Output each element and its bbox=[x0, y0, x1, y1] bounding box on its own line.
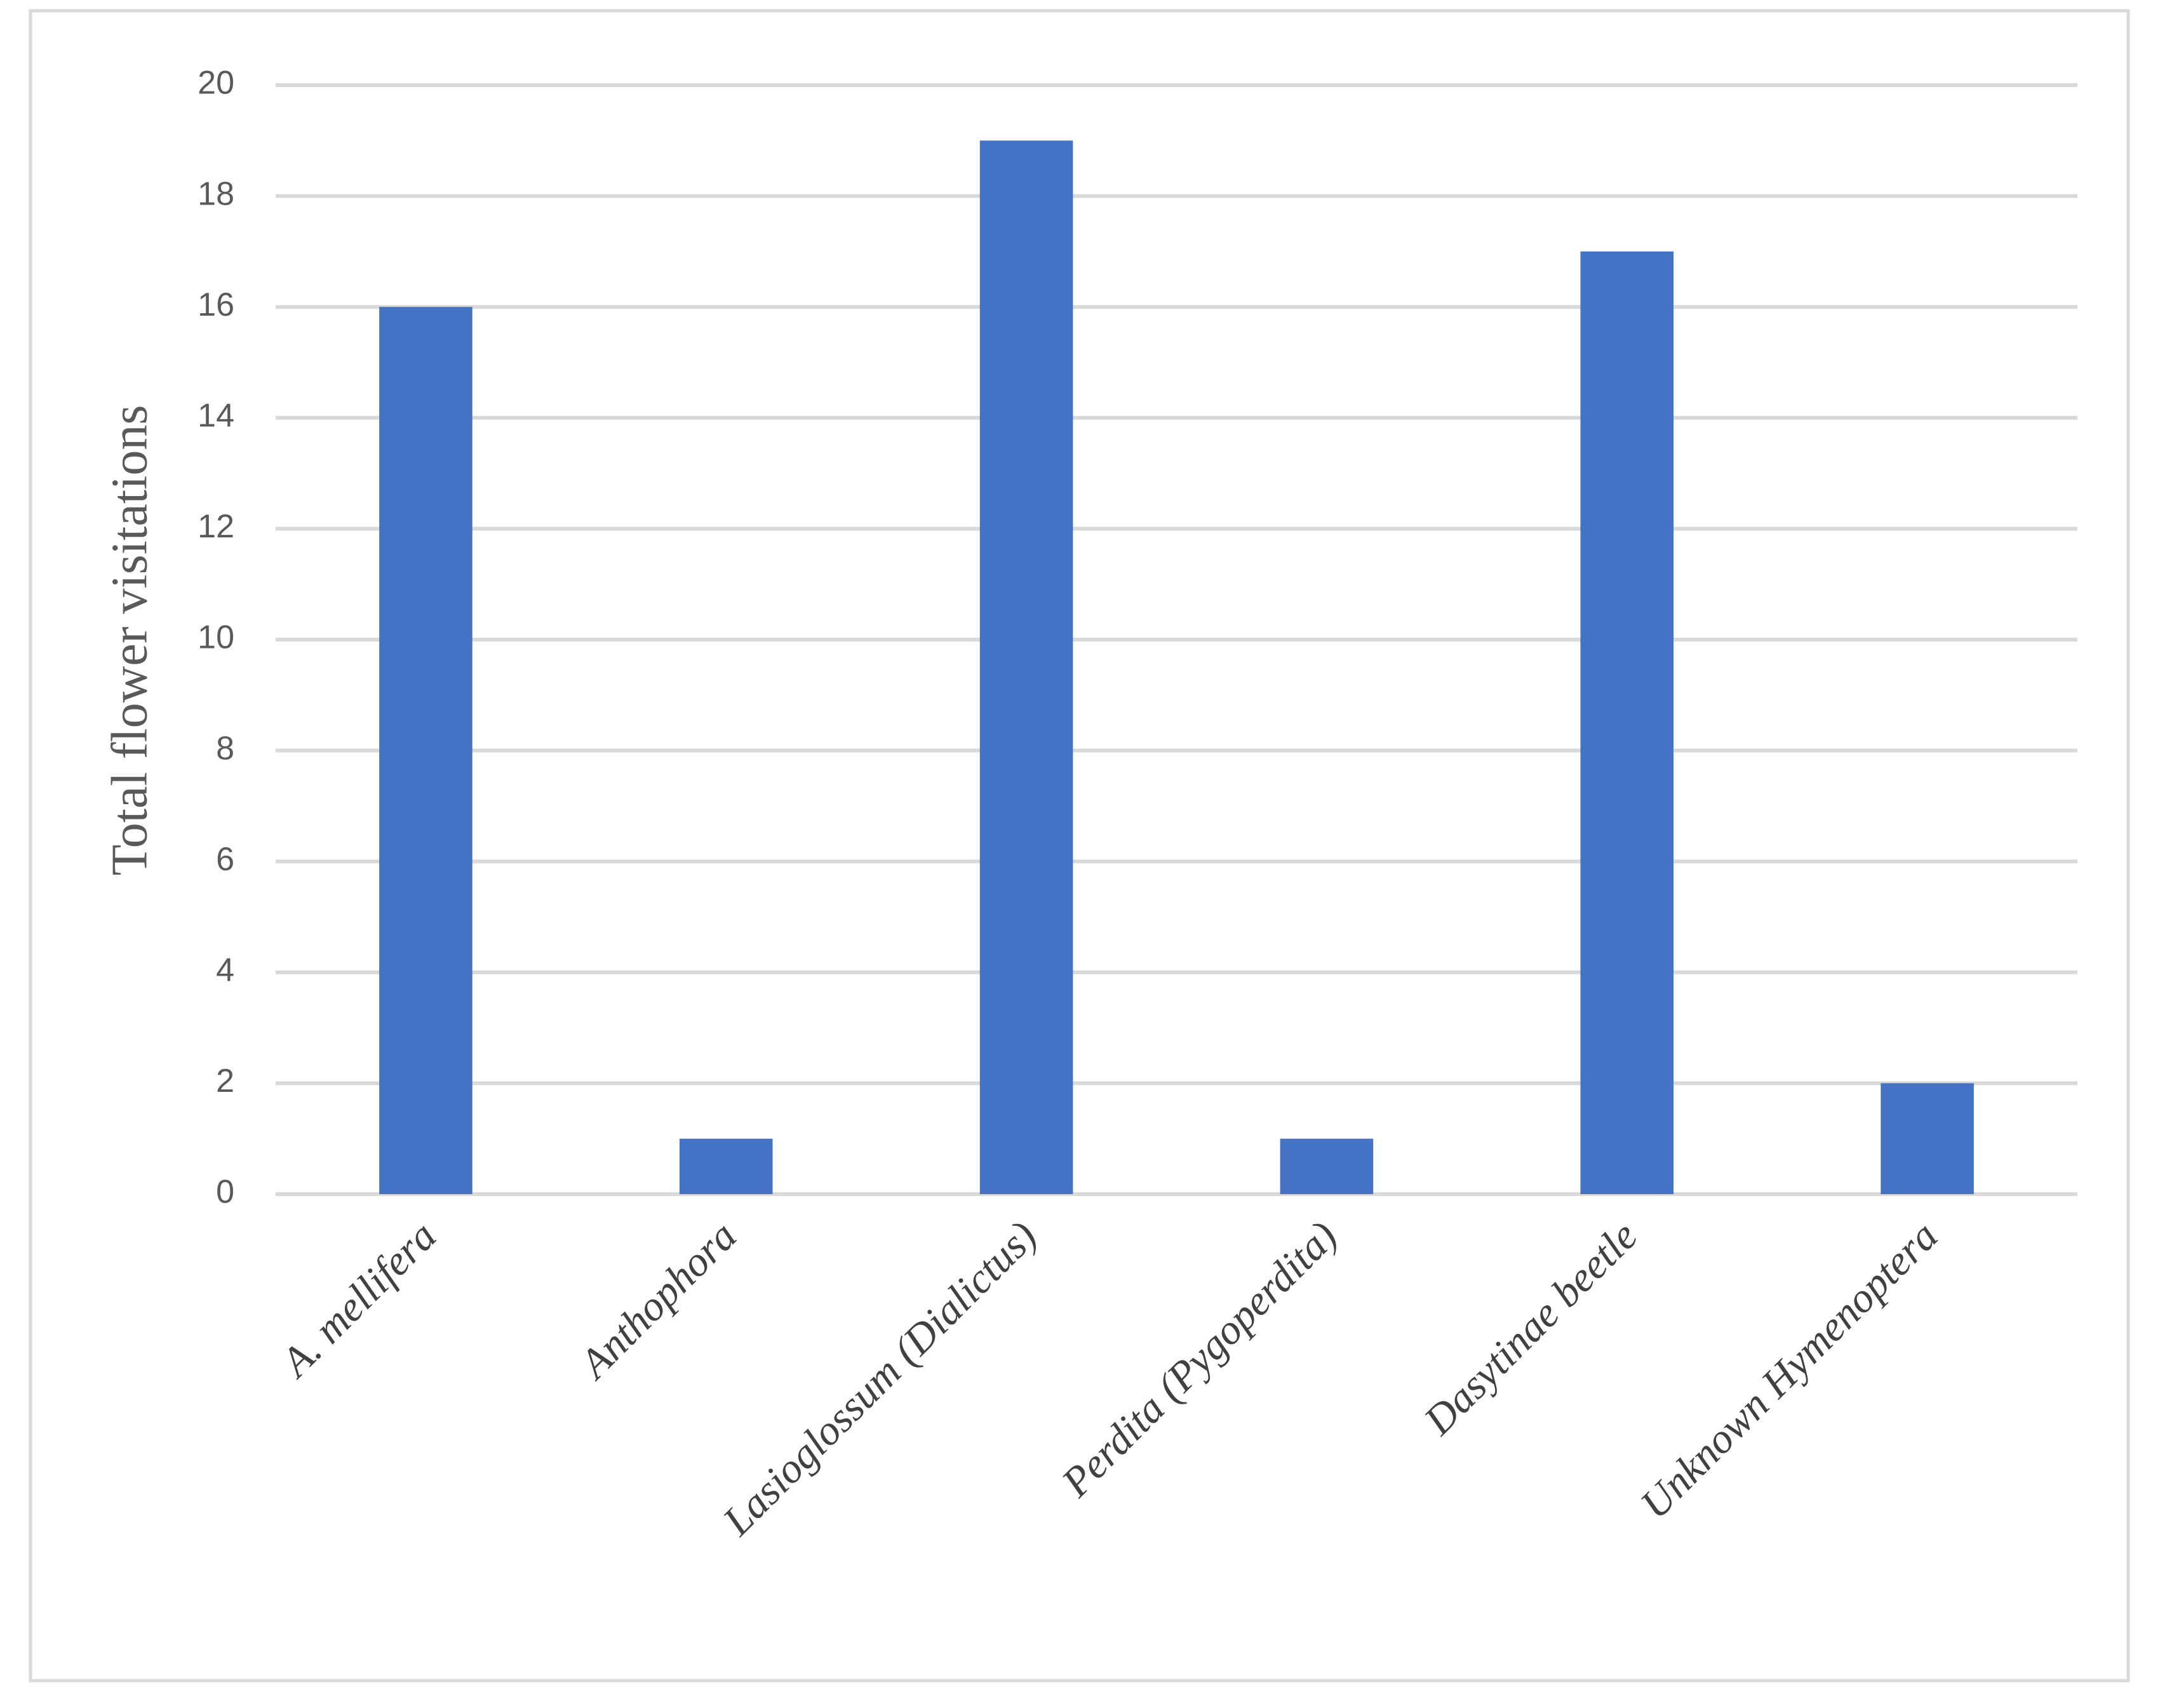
bar bbox=[1881, 1083, 1974, 1194]
y-tick-label: 0 bbox=[216, 1174, 234, 1211]
y-tick-label: 14 bbox=[198, 398, 234, 434]
chart-frame bbox=[29, 9, 2130, 1683]
y-tick-label: 8 bbox=[216, 730, 234, 767]
bar bbox=[979, 140, 1073, 1194]
y-tick-label: 16 bbox=[198, 286, 234, 323]
y-tick-label: 10 bbox=[198, 619, 234, 656]
bar bbox=[679, 1138, 773, 1194]
bar bbox=[379, 307, 473, 1195]
y-tick-label: 2 bbox=[216, 1063, 234, 1099]
y-axis-title: Total flower visitations bbox=[102, 405, 158, 876]
y-tick-label: 12 bbox=[198, 508, 234, 545]
y-tick-label: 6 bbox=[216, 841, 234, 878]
bar bbox=[1280, 1138, 1374, 1194]
y-tick-label: 18 bbox=[198, 175, 234, 212]
y-tick-label: 4 bbox=[216, 952, 234, 989]
y-tick-label: 20 bbox=[198, 65, 234, 102]
bar bbox=[1580, 251, 1674, 1194]
